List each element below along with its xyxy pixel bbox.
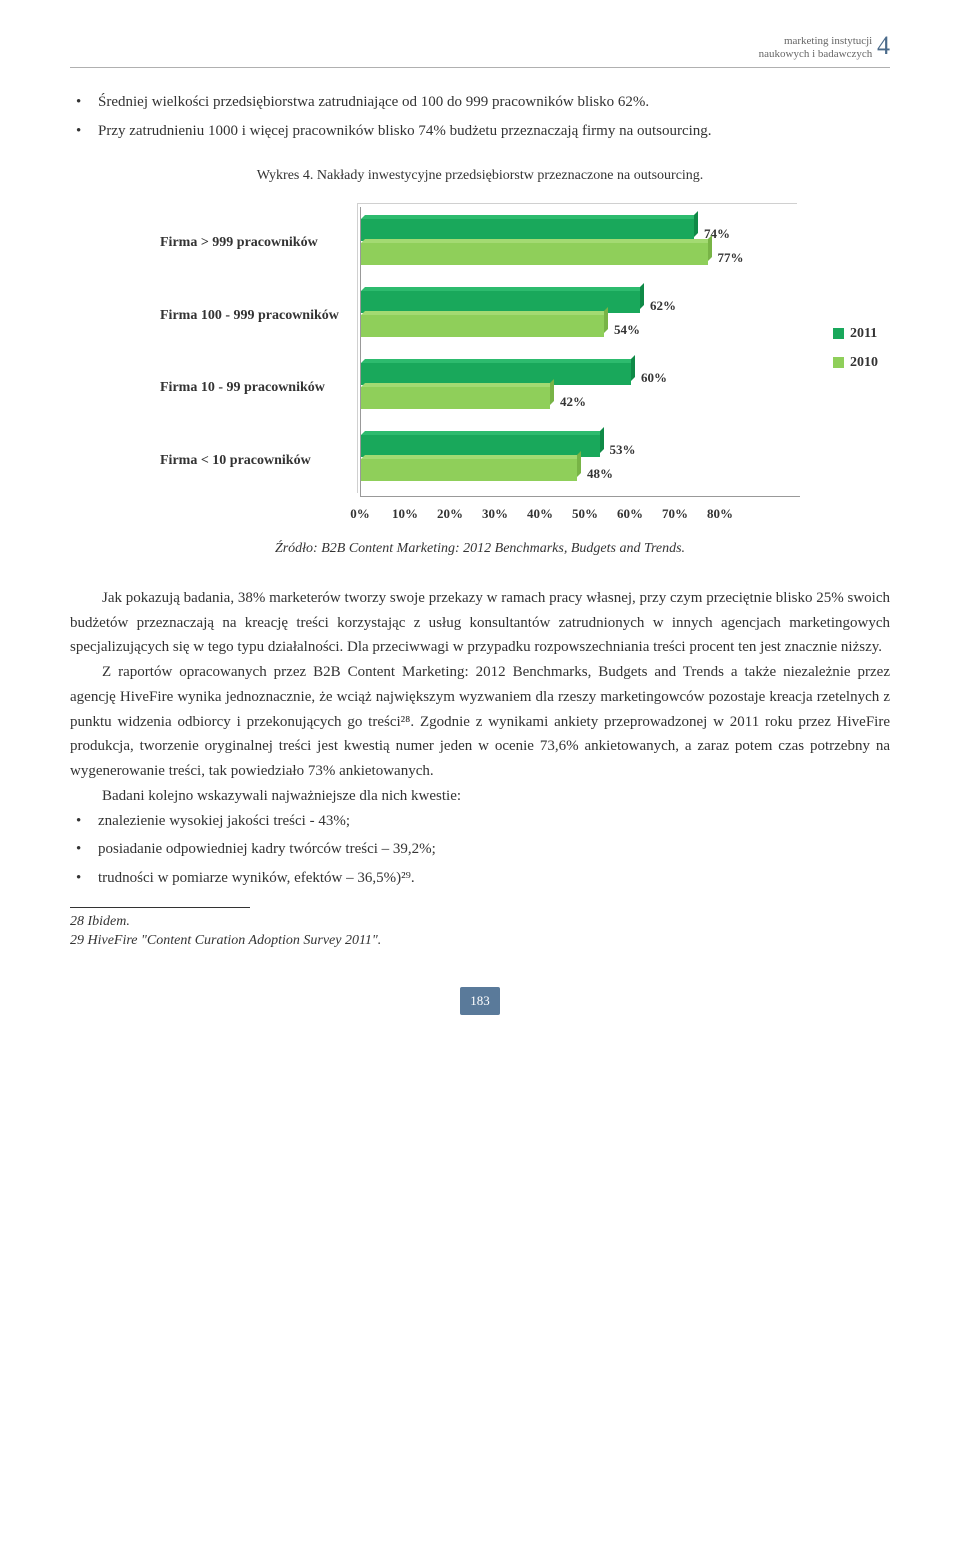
legend-label: 2010	[850, 351, 878, 374]
sub-bullet-list: • znalezienie wysokiej jakości treści - …	[70, 809, 890, 891]
bullet-dot-icon: •	[70, 90, 98, 115]
bullet-dot-icon: •	[70, 866, 98, 891]
chart-bar: 60%	[361, 363, 631, 385]
bar-value-label: 77%	[718, 247, 744, 268]
y-label: Firma 100 - 999 pracowników	[160, 280, 352, 352]
legend-item: 2010	[833, 351, 878, 374]
list-item: • Średniej wielkości przedsiębiorstwa za…	[70, 90, 890, 115]
chart-bar: 48%	[361, 459, 577, 481]
legend-swatch	[833, 357, 844, 368]
bullet-text: Przy zatrudnieniu 1000 i więcej pracowni…	[98, 119, 890, 144]
legend-swatch	[833, 328, 844, 339]
bullet-dot-icon: •	[70, 837, 98, 862]
body-paragraph: Badani kolejno wskazywali najważniejsze …	[70, 784, 890, 809]
x-tick-label: 80%	[707, 503, 733, 524]
bar-value-label: 60%	[641, 367, 667, 388]
chart-source: Źródło: B2B Content Marketing: 2012 Benc…	[70, 537, 890, 560]
x-tick-label: 50%	[572, 503, 598, 524]
x-tick-label: 20%	[437, 503, 463, 524]
legend-label: 2011	[850, 322, 877, 345]
body-paragraph: Z raportów opracowanych przez B2B Conten…	[70, 660, 890, 784]
y-label: Firma > 999 pracowników	[160, 207, 352, 279]
chart-caption: Wykres 4. Nakłady inwestycyjne przedsięb…	[70, 164, 890, 187]
bullet-text: trudności w pomiarze wyników, efektów – …	[98, 866, 890, 891]
bullet-text: posiadanie odpowiedniej kadry twórców tr…	[98, 837, 890, 862]
chart-bar: 53%	[361, 435, 600, 457]
header-rule	[70, 67, 890, 68]
x-tick-label: 60%	[617, 503, 643, 524]
page-number: 183	[460, 987, 500, 1014]
bullet-dot-icon: •	[70, 809, 98, 834]
chart-bar: 74%	[361, 219, 694, 241]
y-label: Firma 10 - 99 pracowników	[160, 352, 352, 424]
chart-bar: 62%	[361, 291, 640, 313]
issue-number: 4	[877, 31, 890, 60]
x-tick-label: 0%	[350, 503, 370, 524]
intro-bullet-list: • Średniej wielkości przedsiębiorstwa za…	[70, 90, 890, 144]
header-line1: marketing instytucji	[784, 35, 872, 47]
bar-value-label: 42%	[560, 391, 586, 412]
bullet-dot-icon: •	[70, 119, 98, 144]
bullet-text: Średniej wielkości przedsiębiorstwa zatr…	[98, 90, 890, 115]
y-label: Firma < 10 pracowników	[160, 425, 352, 497]
x-axis: 0%10%20%30%40%50%60%70%80%	[360, 497, 720, 521]
bullet-text: znalezienie wysokiej jakości treści - 43…	[98, 809, 890, 834]
journal-header: marketing instytucji naukowych i badawcz…	[70, 30, 890, 67]
plot-area: 74%77%62%54%60%42%53%48%	[360, 207, 800, 497]
footnote: 28 Ibidem.	[70, 912, 890, 932]
footnote: 29 HiveFire "Content Curation Adoption S…	[70, 931, 890, 951]
bar-value-label: 62%	[650, 295, 676, 316]
legend-item: 2011	[833, 322, 878, 345]
bar-value-label: 54%	[614, 319, 640, 340]
bar-value-label: 48%	[587, 463, 613, 484]
list-item: • trudności w pomiarze wyników, efektów …	[70, 866, 890, 891]
x-tick-label: 10%	[392, 503, 418, 524]
list-item: • posiadanie odpowiedniej kadry twórców …	[70, 837, 890, 862]
chart-bar: 42%	[361, 387, 550, 409]
chart-bar: 54%	[361, 315, 604, 337]
x-tick-label: 30%	[482, 503, 508, 524]
footnote-rule	[70, 907, 250, 908]
outsourcing-chart: Firma > 999 pracowników Firma 100 - 999 …	[160, 207, 800, 521]
body-paragraph: Jak pokazują badania, 38% marketerów two…	[70, 586, 890, 660]
header-line2: naukowych i badawczych	[759, 48, 873, 60]
list-item: • znalezienie wysokiej jakości treści - …	[70, 809, 890, 834]
bar-value-label: 53%	[610, 439, 636, 460]
chart-bar: 77%	[361, 243, 708, 265]
x-tick-label: 70%	[662, 503, 688, 524]
page-number-wrap: 183	[70, 987, 890, 1014]
chart-legend: 2011 2010	[833, 322, 878, 380]
list-item: • Przy zatrudnieniu 1000 i więcej pracow…	[70, 119, 890, 144]
y-axis-labels: Firma > 999 pracowników Firma 100 - 999 …	[160, 207, 360, 497]
x-tick-label: 40%	[527, 503, 553, 524]
